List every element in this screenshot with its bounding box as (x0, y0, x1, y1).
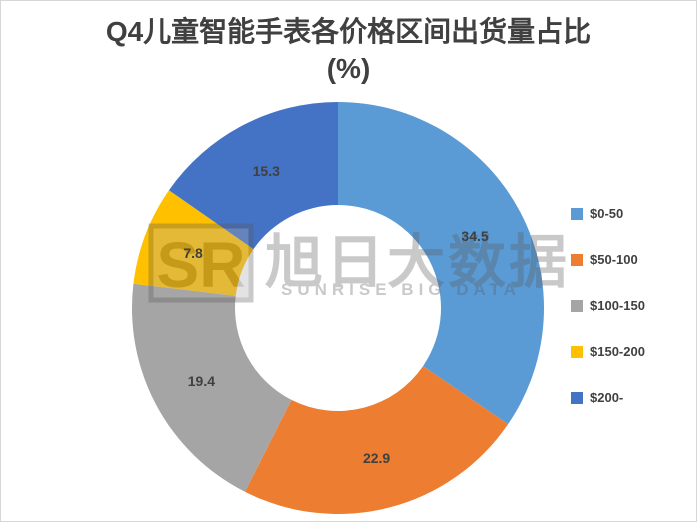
legend-label: $150-200 (590, 344, 645, 359)
chart-title-line2: (%) (326, 53, 371, 84)
legend-swatch (571, 391, 583, 404)
donut-slice-$200- (168, 101, 338, 250)
legend-item-$100-150: $100-150 (571, 299, 645, 312)
legend-item-$200-: $200- (571, 391, 645, 404)
legend-label: $50-100 (590, 252, 638, 267)
donut-slice-$150-200 (133, 190, 254, 296)
legend-label: $200- (590, 390, 624, 405)
donut-slice-$50-100 (244, 366, 509, 515)
chart-title: Q4儿童智能手表各价格区间出货量占比 (%) (1, 13, 696, 87)
data-label-$100-150: 19.4 (187, 373, 216, 390)
legend-label: $0-50 (590, 206, 624, 221)
legend-label: $100-150 (590, 298, 645, 313)
legend: $0-50 $50-100 $100-150 $150-200 $200- (571, 207, 645, 404)
legend-item-$0-50: $0-50 (571, 207, 645, 220)
legend-swatch (571, 207, 583, 220)
legend-swatch (571, 345, 583, 358)
legend-item-$50-100: $50-100 (571, 253, 645, 266)
data-label-$150-200: 7.8 (183, 244, 203, 261)
chart-title-line1: Q4儿童智能手表各价格区间出货量占比 (105, 16, 592, 47)
legend-swatch (571, 299, 583, 312)
data-label-$0-50: 34.5 (461, 227, 489, 244)
data-label-$50-100: 22.9 (362, 450, 391, 467)
data-label-$200-: 15.3 (252, 162, 280, 179)
legend-item-$150-200: $150-200 (571, 345, 645, 358)
donut-slice-$100-150 (131, 283, 292, 492)
legend-swatch (571, 253, 583, 266)
donut-slice-$0-50 (338, 102, 545, 425)
